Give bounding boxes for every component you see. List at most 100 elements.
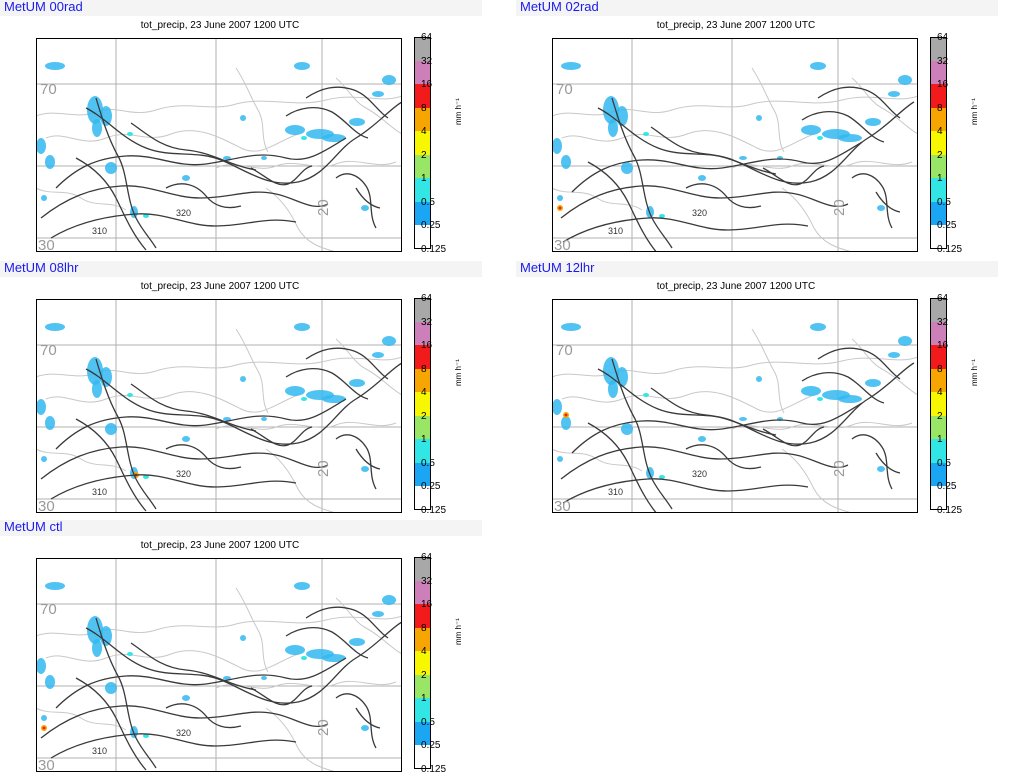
colorbar-unit: mm h⁻¹ [454, 359, 463, 386]
precip-area [557, 195, 563, 201]
panel-00rad: MetUM 00rad tot_precip, 23 June 2007 120… [0, 0, 482, 258]
precip-area [810, 62, 826, 70]
colorbar-swatch [414, 557, 430, 581]
precip-area [223, 676, 231, 680]
lon-label: 20 [831, 199, 848, 216]
precip-area [45, 582, 65, 590]
lat-label: 30 [38, 237, 55, 252]
colorbar-swatch [930, 60, 946, 84]
lat-label: 70 [40, 342, 57, 359]
colorbar-swatch [414, 486, 430, 510]
colorbar-level-label: 64 [421, 293, 433, 304]
theta-contour [75, 157, 147, 251]
coastline [851, 338, 918, 396]
coastline [851, 77, 918, 135]
precip-area [608, 380, 618, 398]
colorbar-swatch [930, 107, 946, 131]
contour-label: 310 [608, 487, 623, 497]
precip-area [659, 475, 665, 479]
map-frame [552, 38, 918, 252]
precip-area [143, 214, 149, 218]
panel-12lhr: MetUM 12lhr tot_precip, 23 June 2007 120… [516, 260, 998, 519]
lon-label: 20 [831, 460, 848, 477]
colorbar-swatch [414, 201, 430, 225]
precip-area [643, 393, 649, 397]
theta-contour [95, 358, 157, 510]
theta-contour [851, 173, 893, 229]
colorbar-swatch [930, 368, 946, 392]
precip-area [756, 115, 762, 121]
theta-contour [75, 418, 147, 512]
precip-area [608, 119, 618, 137]
precip-area [301, 397, 307, 401]
precip-area [372, 91, 384, 97]
colorbar-level-label: 1 [421, 173, 427, 184]
precip-area [888, 91, 900, 97]
precip-area [322, 395, 346, 403]
theta-contour [165, 183, 242, 209]
precip-area [603, 357, 619, 385]
panel-02rad: MetUM 02rad tot_precip, 23 June 2007 120… [516, 0, 998, 258]
precip-map: 70 30 20 320 310 [552, 38, 918, 252]
precip-area [382, 75, 396, 85]
colorbar-swatch [930, 462, 946, 486]
colorbar-swatch [930, 439, 946, 463]
theta-contour [285, 367, 369, 400]
theta-contour [817, 86, 901, 119]
colorbar [414, 557, 431, 769]
colorbar-level-label: 2 [937, 149, 943, 161]
lat-label: 30 [554, 498, 571, 513]
theta-contour [611, 97, 673, 249]
plot-title: tot_precip, 23 June 2007 1200 UTC [140, 540, 300, 551]
colorbar-level-label: 2 [421, 149, 427, 161]
precip-area [372, 611, 384, 617]
theta-contour [85, 101, 402, 184]
theta-contour [130, 383, 257, 432]
map-frame [36, 558, 402, 772]
panel-title: MetUM 08lhr [4, 260, 79, 275]
panel-title: MetUM ctl [4, 519, 63, 534]
theta-contour [305, 86, 389, 119]
precip-area [349, 118, 365, 126]
panel-title: MetUM 12lhr [520, 260, 595, 275]
panel-header [0, 261, 482, 277]
theta-contour [165, 703, 242, 729]
map-frame [36, 299, 402, 513]
precip-area [285, 125, 305, 135]
colorbar-unit: mm h⁻¹ [454, 618, 463, 645]
precip-area [240, 635, 246, 641]
colorbar-level-label: 1 [421, 434, 427, 445]
precip-area [294, 582, 310, 590]
precip-area [810, 323, 826, 331]
colorbar-swatch [930, 225, 946, 249]
precip-area [301, 136, 307, 140]
colorbar-swatch [414, 225, 430, 249]
colorbar-level-label: 0.5 [421, 196, 435, 208]
coastline [235, 587, 269, 673]
colorbar-unit: mm h⁻¹ [454, 98, 463, 125]
colorbar-level-label: 0.125 [937, 243, 963, 255]
colorbar-swatch [414, 698, 430, 722]
precip-area [561, 323, 581, 331]
precip-area [42, 726, 46, 730]
coastline [36, 187, 127, 211]
colorbar-swatch [414, 178, 430, 202]
colorbar-level-label: 2 [421, 669, 427, 681]
colorbar-level-label: 1 [421, 693, 427, 704]
contour-label: 310 [92, 226, 107, 236]
colorbar-swatch [414, 721, 430, 745]
precip-area [621, 423, 633, 435]
colorbar-level-label: 0.5 [421, 716, 435, 728]
theta-contour [597, 362, 915, 445]
colorbar-level-label: 0.5 [937, 457, 951, 469]
theta-contour [250, 685, 313, 706]
precip-area [361, 466, 369, 472]
theta-contour [762, 165, 825, 186]
colorbar-level-label: 0.125 [421, 763, 447, 775]
colorbar-swatch [414, 627, 430, 651]
coastline [215, 160, 397, 169]
panel-title: MetUM 02rad [520, 0, 599, 14]
lat-label: 70 [40, 81, 57, 98]
colorbar-level-label: 2 [937, 410, 943, 422]
colorbar-swatch [414, 745, 430, 769]
